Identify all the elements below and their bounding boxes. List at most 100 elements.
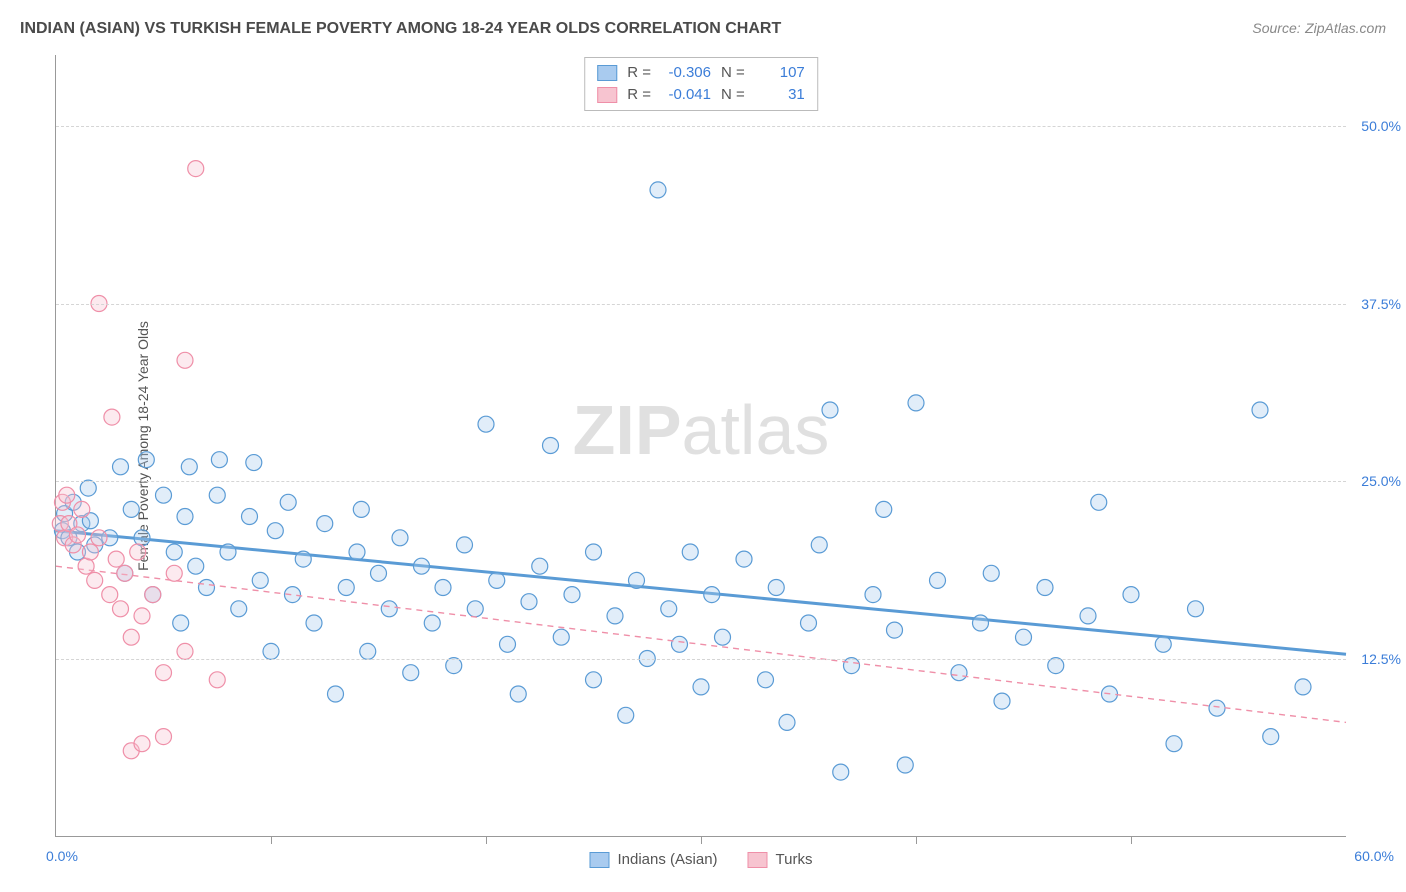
data-point [188, 558, 204, 574]
data-point [1080, 608, 1096, 624]
x-tick [486, 836, 487, 844]
data-point [70, 527, 86, 543]
swatch-icon [589, 852, 609, 868]
data-point [446, 658, 462, 674]
source-name: ZipAtlas.com [1305, 20, 1386, 36]
data-point [553, 629, 569, 645]
data-point [467, 601, 483, 617]
r-label: R = [627, 84, 651, 106]
data-point [91, 530, 107, 546]
data-point [1123, 587, 1139, 603]
data-point [478, 416, 494, 432]
y-tick-label: 25.0% [1361, 473, 1401, 489]
data-point [177, 643, 193, 659]
stats-legend: R =-0.306N =107R =-0.041N =31 [584, 57, 818, 111]
data-point [328, 686, 344, 702]
data-point [1166, 736, 1182, 752]
data-point [188, 161, 204, 177]
data-point [156, 487, 172, 503]
data-point [108, 551, 124, 567]
data-point [586, 544, 602, 560]
data-point [833, 764, 849, 780]
data-point [231, 601, 247, 617]
data-point [166, 544, 182, 560]
data-point [145, 587, 161, 603]
data-point [102, 587, 118, 603]
data-point [134, 736, 150, 752]
legend-item-turks: Turks [748, 851, 813, 868]
data-point [371, 565, 387, 581]
data-point [489, 572, 505, 588]
data-point [59, 487, 75, 503]
data-point [177, 509, 193, 525]
data-point [138, 452, 154, 468]
data-point [123, 629, 139, 645]
data-point [715, 629, 731, 645]
data-point [134, 608, 150, 624]
data-point [586, 672, 602, 688]
swatch-icon [597, 65, 617, 81]
data-point [252, 572, 268, 588]
x-tick [701, 836, 702, 844]
data-point [403, 665, 419, 681]
data-point [87, 572, 103, 588]
data-point [521, 594, 537, 610]
y-tick-label: 50.0% [1361, 118, 1401, 134]
data-point [113, 601, 129, 617]
data-point [267, 523, 283, 539]
data-point [736, 551, 752, 567]
y-tick-label: 12.5% [1361, 651, 1401, 667]
data-point [457, 537, 473, 553]
stats-row-turks: R =-0.041N =31 [597, 84, 805, 106]
data-point [306, 615, 322, 631]
gridline [56, 659, 1346, 660]
data-point [74, 501, 90, 517]
data-point [360, 643, 376, 659]
data-point [876, 501, 892, 517]
data-point [844, 658, 860, 674]
data-point [209, 487, 225, 503]
data-point [801, 615, 817, 631]
data-point [994, 693, 1010, 709]
stats-row-indians: R =-0.306N =107 [597, 62, 805, 84]
r-value: -0.041 [661, 84, 711, 106]
data-point [113, 459, 129, 475]
data-point [435, 580, 451, 596]
data-point [353, 501, 369, 517]
data-point [166, 565, 182, 581]
data-point [381, 601, 397, 617]
data-point [650, 182, 666, 198]
gridline [56, 481, 1346, 482]
data-point [280, 494, 296, 510]
data-point [220, 544, 236, 560]
r-label: R = [627, 62, 651, 84]
data-point [672, 636, 688, 652]
data-point [181, 459, 197, 475]
data-point [973, 615, 989, 631]
data-point [779, 714, 795, 730]
data-point [1155, 636, 1171, 652]
data-point [951, 665, 967, 681]
legend-label: Indians (Asian) [617, 851, 717, 868]
plot-svg [56, 55, 1346, 836]
data-point [682, 544, 698, 560]
data-point [532, 558, 548, 574]
data-point [758, 672, 774, 688]
data-point [156, 729, 172, 745]
data-point [173, 615, 189, 631]
gridline [56, 126, 1346, 127]
data-point [543, 438, 559, 454]
data-point [349, 544, 365, 560]
data-point [822, 402, 838, 418]
data-point [1016, 629, 1032, 645]
n-label: N = [721, 62, 745, 84]
data-point [317, 516, 333, 532]
data-point [134, 530, 150, 546]
data-point [930, 572, 946, 588]
data-point [1091, 494, 1107, 510]
scatter-chart: ZIPatlas R =-0.306N =107R =-0.041N =31 0… [55, 55, 1346, 837]
data-point [414, 558, 430, 574]
x-max-label: 60.0% [1354, 848, 1394, 864]
data-point [1263, 729, 1279, 745]
data-point [80, 480, 96, 496]
